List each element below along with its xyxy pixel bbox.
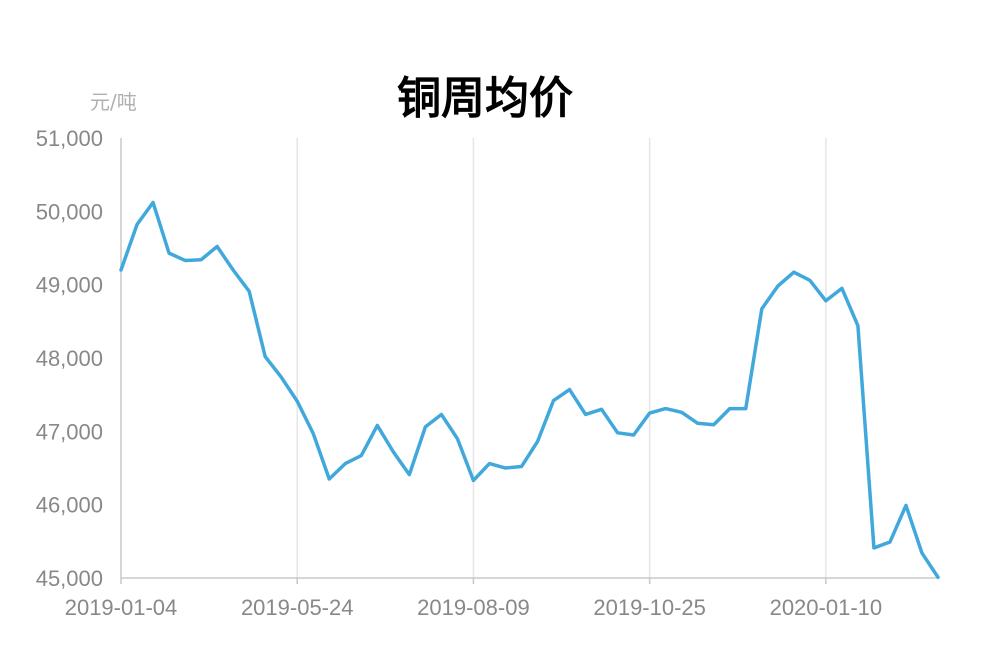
x-tick-label: 2019-10-25 (593, 595, 706, 620)
data-point (856, 324, 860, 328)
data-point (648, 411, 652, 415)
data-point (375, 423, 379, 427)
data-point (135, 223, 139, 227)
data-point (247, 289, 251, 293)
series-line (119, 200, 940, 580)
data-point (215, 245, 219, 249)
data-point (792, 270, 796, 274)
data-point (151, 201, 155, 205)
data-point (391, 450, 395, 454)
y-axis-unit-label: 元/吨 (90, 90, 137, 114)
data-point (536, 440, 540, 444)
data-point (519, 465, 523, 469)
data-point (936, 575, 940, 579)
data-point (728, 407, 732, 411)
data-point (568, 388, 572, 392)
x-tick-label: 2020-01-10 (770, 595, 883, 620)
axes (120, 138, 938, 579)
y-tick-label: 50,000 (36, 199, 103, 224)
y-tick-label: 45,000 (36, 566, 103, 591)
y-tick-label: 46,000 (36, 493, 103, 518)
data-point (696, 421, 700, 425)
data-point (183, 258, 187, 262)
data-point (263, 355, 267, 359)
data-point (680, 410, 684, 414)
data-point (584, 412, 588, 416)
grid-lines (296, 138, 827, 578)
data-point (920, 551, 924, 555)
data-point (487, 462, 491, 466)
data-point (776, 284, 780, 288)
data-point (423, 425, 427, 429)
data-point (343, 462, 347, 466)
chart-title: 铜周均价 (397, 73, 573, 124)
data-point (824, 299, 828, 303)
x-tick-label: 2019-08-09 (417, 595, 530, 620)
data-point (552, 399, 556, 403)
data-point (471, 478, 475, 482)
data-point (455, 437, 459, 441)
data-point (744, 407, 748, 411)
data-point (632, 433, 636, 437)
series (119, 200, 940, 580)
data-point (600, 407, 604, 411)
data-point (760, 307, 764, 311)
y-tick-label: 48,000 (36, 346, 103, 371)
data-point (840, 286, 844, 290)
data-point (359, 454, 363, 458)
data-point (295, 399, 299, 403)
data-point (888, 540, 892, 544)
data-point (167, 251, 171, 255)
data-point (119, 268, 123, 272)
data-point (872, 546, 876, 550)
data-point (231, 268, 235, 272)
x-tick-label: 2019-01-04 (65, 595, 178, 620)
data-point (616, 431, 620, 435)
x-tick-labels: 2019-01-04 2019-05-24 2019-08-09 2019-10-25… (65, 578, 882, 620)
y-tick-label: 47,000 (36, 419, 103, 444)
data-point (279, 375, 283, 379)
y-tick-label: 51,000 (36, 126, 103, 151)
data-point (664, 407, 668, 411)
data-point (808, 278, 812, 282)
x-tick-label: 2019-05-24 (241, 595, 354, 620)
data-point (327, 477, 331, 481)
data-point (904, 503, 908, 507)
data-point (503, 466, 507, 470)
y-tick-labels: 45,000 46,000 47,000 48,000 49,000 50,000 51,0… (36, 126, 103, 591)
data-point (407, 473, 411, 477)
data-point (311, 432, 315, 436)
data-point (199, 258, 203, 262)
data-point (439, 412, 443, 416)
data-point (712, 423, 716, 427)
y-tick-label: 49,000 (36, 273, 103, 298)
